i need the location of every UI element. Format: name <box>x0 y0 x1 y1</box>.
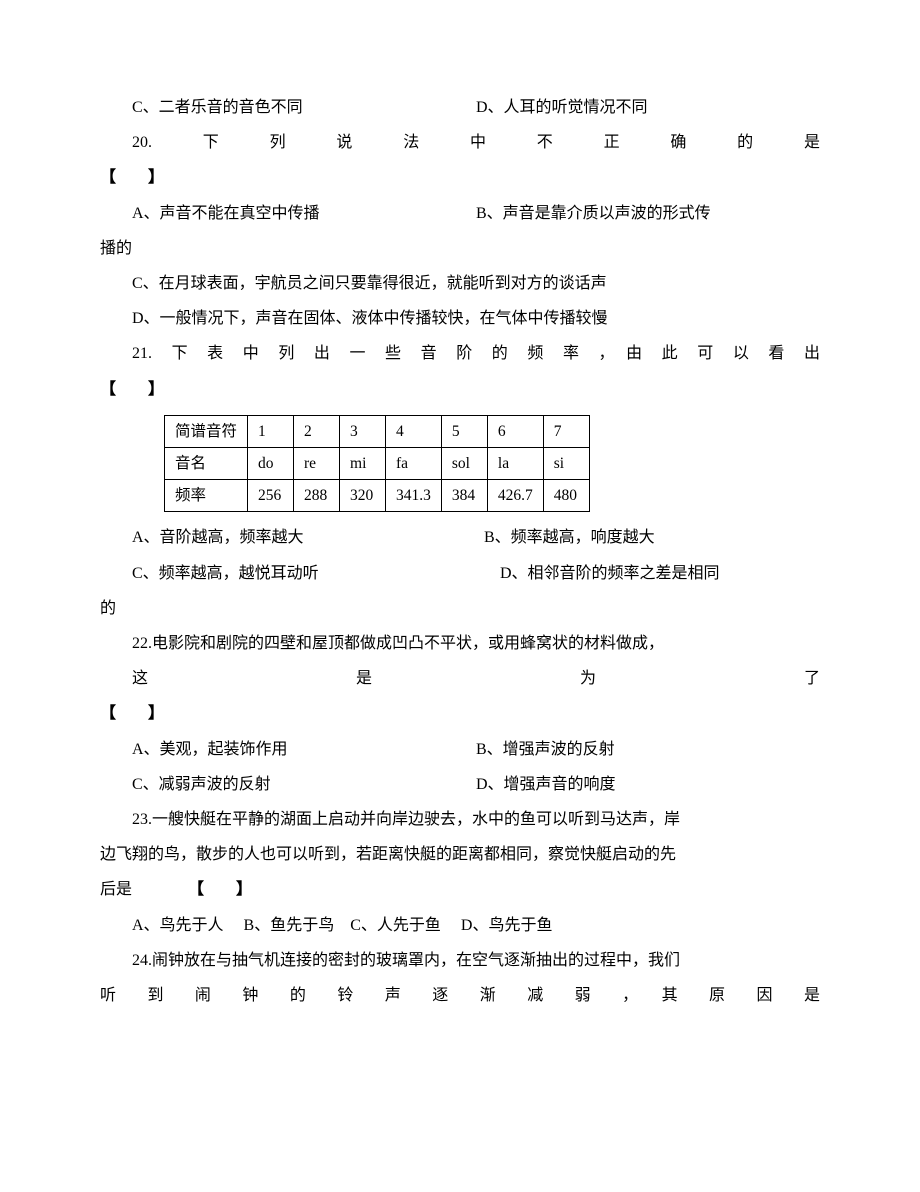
table-cell: 音名 <box>165 447 248 479</box>
q21-option-a: A、音阶越高，频率越大 <box>132 520 468 555</box>
q23-stem-1: 23.一艘快艇在平静的湖面上启动并向岸边驶去，水中的鱼可以听到马达声，岸 <box>100 802 820 837</box>
q19-option-d: D、人耳的听觉情况不同 <box>476 90 820 125</box>
q21-stem: 21. 下 表 中 列 出 一 些 音 阶 的 频 率 ， 由 此 可 以 看 … <box>100 336 820 371</box>
table-cell: la <box>487 447 543 479</box>
q20-options-ab: A、声音不能在真空中传播 B、声音是靠介质以声波的形式传 <box>100 196 820 231</box>
q20-option-d: D、一般情况下，声音在固体、液体中传播较快，在气体中传播较慢 <box>100 301 820 336</box>
q21-options-ab: A、音阶越高，频率越大 B、频率越高，响度越大 <box>100 520 820 555</box>
table-cell: do <box>248 447 294 479</box>
table-cell: 6 <box>487 415 543 447</box>
table-cell: 1 <box>248 415 294 447</box>
q22-stem-2: 这 是 为 了 <box>100 661 820 696</box>
q19-option-c: C、二者乐音的音色不同 <box>132 90 476 125</box>
table-cell: 5 <box>441 415 487 447</box>
q20-bracket: 【 】 <box>100 160 820 195</box>
q22-option-d: D、增强声音的响度 <box>476 767 820 802</box>
q20-option-a: A、声音不能在真空中传播 <box>132 196 476 231</box>
q20-option-b-part2: 播的 <box>100 231 820 266</box>
table-cell: re <box>294 447 340 479</box>
table-cell: 288 <box>294 480 340 512</box>
table-row: 频率 256 288 320 341.3 384 426.7 480 <box>165 480 590 512</box>
table-cell: si <box>543 447 589 479</box>
q22-option-b: B、增强声波的反射 <box>476 732 820 767</box>
table-row: 简谱音符 1 2 3 4 5 6 7 <box>165 415 590 447</box>
table-cell: 2 <box>294 415 340 447</box>
q23-stem-3: 后是 【 】 <box>100 872 820 907</box>
q21-option-d-part1: D、相邻音阶的频率之差是相同 <box>452 556 820 591</box>
q21-bracket: 【 】 <box>100 372 820 407</box>
q22-stem-1: 22.电影院和剧院的四壁和屋顶都做成凹凸不平状，或用蜂窝状的材料做成， <box>100 626 820 661</box>
q20-option-c: C、在月球表面，宇航员之间只要靠得很近，就能听到对方的谈话声 <box>100 266 820 301</box>
q20-stem: 20. 下 列 说 法 中 不 正 确 的 是 <box>100 125 820 160</box>
q23-stem-2: 边飞翔的鸟，散步的人也可以听到，若距离快艇的距离都相同，察觉快艇启动的先 <box>100 837 820 872</box>
q24-stem-2: 听 到 闹 钟 的 铃 声 逐 渐 减 弱 ， 其 原 因 是 <box>100 978 820 1013</box>
q23-options: A、鸟先于人 B、鱼先于鸟 C、人先于鱼 D、鸟先于鱼 <box>100 908 820 943</box>
table-cell: 256 <box>248 480 294 512</box>
table-cell: 341.3 <box>386 480 442 512</box>
table-cell: fa <box>386 447 442 479</box>
table-row: 音名 do re mi fa sol la si <box>165 447 590 479</box>
q21-options-cd: C、频率越高，越悦耳动听 D、相邻音阶的频率之差是相同 <box>100 556 820 591</box>
table-cell: mi <box>340 447 386 479</box>
table-cell: 480 <box>543 480 589 512</box>
q21-option-c: C、频率越高，越悦耳动听 <box>132 556 452 591</box>
q22-bracket: 【 】 <box>100 696 820 731</box>
q22-option-c: C、减弱声波的反射 <box>132 767 476 802</box>
table-cell: 频率 <box>165 480 248 512</box>
q24-stem-1: 24.闹钟放在与抽气机连接的密封的玻璃罩内，在空气逐渐抽出的过程中，我们 <box>100 943 820 978</box>
q21-option-d-part2: 的 <box>100 591 820 626</box>
table-cell: 320 <box>340 480 386 512</box>
table-cell: 426.7 <box>487 480 543 512</box>
q20-option-b-part1: B、声音是靠介质以声波的形式传 <box>476 196 820 231</box>
table-cell: 7 <box>543 415 589 447</box>
q22-option-a: A、美观，起装饰作用 <box>132 732 476 767</box>
table-cell: sol <box>441 447 487 479</box>
table-cell: 简谱音符 <box>165 415 248 447</box>
table-cell: 4 <box>386 415 442 447</box>
table-cell: 3 <box>340 415 386 447</box>
q21-table: 简谱音符 1 2 3 4 5 6 7 音名 do re mi fa sol la… <box>164 415 590 513</box>
q19-options-cd: C、二者乐音的音色不同 D、人耳的听觉情况不同 <box>100 90 820 125</box>
q22-options-ab: A、美观，起装饰作用 B、增强声波的反射 <box>100 732 820 767</box>
q22-options-cd: C、减弱声波的反射 D、增强声音的响度 <box>100 767 820 802</box>
table-cell: 384 <box>441 480 487 512</box>
q21-option-b: B、频率越高，响度越大 <box>468 520 820 555</box>
